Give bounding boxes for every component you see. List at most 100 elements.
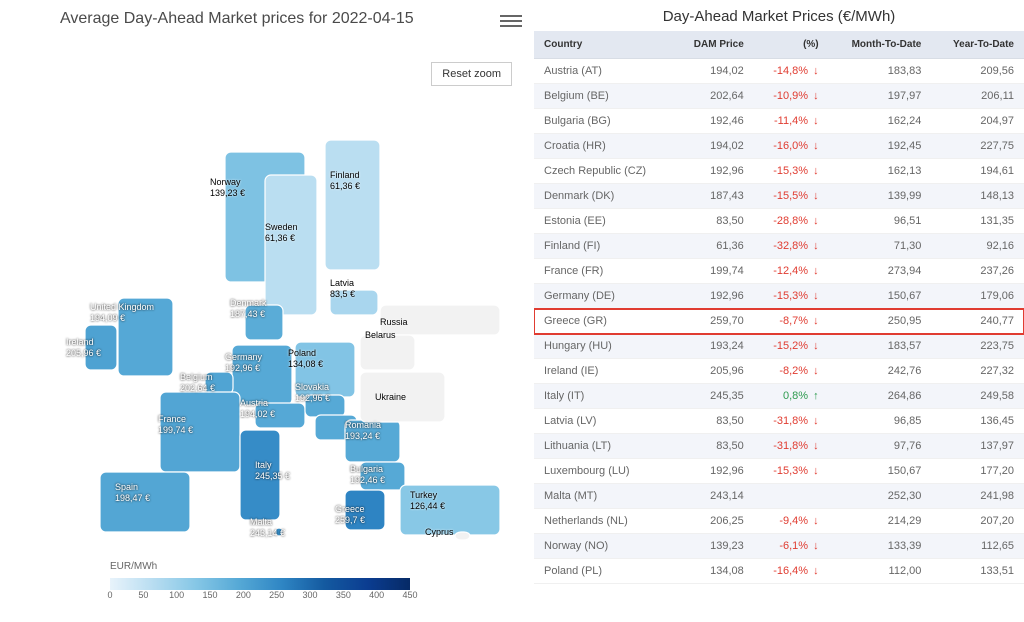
- col-country[interactable]: Country: [534, 31, 674, 59]
- cell-pct-change: -15,3% ↓: [754, 159, 829, 184]
- table-row[interactable]: Bulgaria (BG)192,46-11,4% ↓162,24204,97: [534, 109, 1024, 134]
- table-row[interactable]: Poland (PL)134,08-16,4% ↓112,00133,51: [534, 559, 1024, 584]
- table-row[interactable]: Norway (NO)139,23-6,1% ↓133,39112,65: [534, 534, 1024, 559]
- cell-pct-change: -15,3% ↓: [754, 284, 829, 309]
- chart-menu-icon[interactable]: [500, 12, 522, 30]
- cell-ytd: 133,51: [931, 559, 1024, 584]
- cell-country: Poland (PL): [534, 559, 674, 584]
- europe-map[interactable]: Norway139,23 €Sweden61,36 €Finland61,36 …: [30, 80, 504, 540]
- country-dk[interactable]: [245, 305, 283, 340]
- col-pct[interactable]: (%): [754, 31, 829, 59]
- table-row[interactable]: Finland (FI)61,36-32,8% ↓71,3092,16: [534, 234, 1024, 259]
- arrow-down-icon: ↓: [813, 540, 819, 552]
- country-tr[interactable]: [400, 485, 500, 535]
- cell-pct-change: -31,8% ↓: [754, 434, 829, 459]
- country-be[interactable]: [205, 372, 233, 394]
- cell-country: Austria (AT): [534, 59, 674, 84]
- cell-ytd: 137,97: [931, 434, 1024, 459]
- country-mt[interactable]: [275, 528, 283, 536]
- country-se[interactable]: [265, 175, 317, 315]
- cell-mtd: 97,76: [829, 434, 932, 459]
- legend-tick: 150: [202, 590, 217, 600]
- cell-dam-price: 194,02: [674, 59, 754, 84]
- cell-mtd: 112,00: [829, 559, 932, 584]
- cell-mtd: 197,97: [829, 84, 932, 109]
- table-row[interactable]: Estonia (EE)83,50-28,8% ↓96,51131,35: [534, 209, 1024, 234]
- legend-tick: 100: [169, 590, 184, 600]
- cell-country: Italy (IT): [534, 384, 674, 409]
- arrow-down-icon: ↓: [813, 340, 819, 352]
- country-lv[interactable]: [330, 290, 378, 315]
- table-row[interactable]: Lithuania (LT)83,50-31,8% ↓97,76137,97: [534, 434, 1024, 459]
- arrow-down-icon: ↓: [813, 265, 819, 277]
- cell-country: Netherlands (NL): [534, 509, 674, 534]
- cell-ytd: 179,06: [931, 284, 1024, 309]
- country-ro[interactable]: [345, 420, 400, 462]
- legend-ticks: 050100150200250300350400450: [110, 590, 410, 604]
- cell-ytd: 241,98: [931, 484, 1024, 509]
- country-pl[interactable]: [295, 342, 355, 397]
- country-es[interactable]: [100, 472, 190, 532]
- arrow-down-icon: ↓: [813, 190, 819, 202]
- country-ua[interactable]: [360, 372, 445, 422]
- country-at[interactable]: [255, 403, 305, 428]
- table-row[interactable]: Italy (IT)245,350,8% ↑264,86249,58: [534, 384, 1024, 409]
- legend-tick: 400: [369, 590, 384, 600]
- arrow-down-icon: ↓: [813, 440, 819, 452]
- cell-pct-change: -16,4% ↓: [754, 559, 829, 584]
- cell-dam-price: 192,96: [674, 284, 754, 309]
- cell-mtd: 183,83: [829, 59, 932, 84]
- table-row[interactable]: France (FR)199,74-12,4% ↓273,94237,26: [534, 259, 1024, 284]
- table-header-row: Country DAM Price (%) Month-To-Date Year…: [534, 31, 1024, 59]
- cell-ytd: 136,45: [931, 409, 1024, 434]
- table-row[interactable]: Germany (DE)192,96-15,3% ↓150,67179,06: [534, 284, 1024, 309]
- cell-dam-price: 134,08: [674, 559, 754, 584]
- cell-pct-change: -8,7% ↓: [754, 309, 829, 334]
- cell-mtd: 250,95: [829, 309, 932, 334]
- cell-ytd: 207,20: [931, 509, 1024, 534]
- country-it[interactable]: [240, 430, 280, 520]
- cell-mtd: 133,39: [829, 534, 932, 559]
- arrow-down-icon: ↓: [813, 215, 819, 227]
- table-row[interactable]: Netherlands (NL)206,25-9,4% ↓214,29207,2…: [534, 509, 1024, 534]
- table-row[interactable]: Malta (MT)243,14252,30241,98: [534, 484, 1024, 509]
- cell-country: Latvia (LV): [534, 409, 674, 434]
- table-row[interactable]: Ireland (IE)205,96-8,2% ↓242,76227,32: [534, 359, 1024, 384]
- country-sk[interactable]: [305, 395, 345, 417]
- col-dam[interactable]: DAM Price: [674, 31, 754, 59]
- country-uk[interactable]: [118, 298, 173, 376]
- cell-mtd: 162,13: [829, 159, 932, 184]
- country-fr[interactable]: [160, 392, 240, 472]
- table-row[interactable]: Greece (GR)259,70-8,7% ↓250,95240,77: [534, 309, 1024, 334]
- table-row[interactable]: Hungary (HU)193,24-15,2% ↓183,57223,75: [534, 334, 1024, 359]
- col-ytd[interactable]: Year-To-Date: [931, 31, 1024, 59]
- table-row[interactable]: Latvia (LV)83,50-31,8% ↓96,85136,45: [534, 409, 1024, 434]
- col-mtd[interactable]: Month-To-Date: [829, 31, 932, 59]
- table-row[interactable]: Denmark (DK)187,43-15,5% ↓139,99148,13: [534, 184, 1024, 209]
- table-title: Day-Ahead Market Prices (€/MWh): [534, 0, 1024, 31]
- country-bg[interactable]: [360, 462, 405, 490]
- country-by[interactable]: [360, 335, 415, 370]
- country-ru[interactable]: [380, 305, 500, 335]
- table-row[interactable]: Luxembourg (LU)192,96-15,3% ↓150,67177,2…: [534, 459, 1024, 484]
- cell-country: Estonia (EE): [534, 209, 674, 234]
- cell-pct-change: -14,8% ↓: [754, 59, 829, 84]
- arrow-down-icon: ↓: [813, 115, 819, 127]
- legend-tick: 50: [138, 590, 148, 600]
- cell-country: Greece (GR): [534, 309, 674, 334]
- country-de[interactable]: [232, 345, 292, 405]
- cell-mtd: 192,45: [829, 134, 932, 159]
- table-row[interactable]: Croatia (HR)194,02-16,0% ↓192,45227,75: [534, 134, 1024, 159]
- cell-pct-change: -28,8% ↓: [754, 209, 829, 234]
- table-row[interactable]: Austria (AT)194,02-14,8% ↓183,83209,56: [534, 59, 1024, 84]
- cell-ytd: 148,13: [931, 184, 1024, 209]
- country-fi[interactable]: [325, 140, 380, 270]
- cell-country: Czech Republic (CZ): [534, 159, 674, 184]
- table-row[interactable]: Czech Republic (CZ)192,96-15,3% ↓162,131…: [534, 159, 1024, 184]
- legend-gradient-bar: [110, 578, 410, 590]
- cell-dam-price: 206,25: [674, 509, 754, 534]
- country-cy[interactable]: [455, 532, 470, 540]
- country-gr[interactable]: [345, 490, 385, 530]
- table-row[interactable]: Belgium (BE)202,64-10,9% ↓197,97206,11: [534, 84, 1024, 109]
- country-ie[interactable]: [85, 325, 117, 370]
